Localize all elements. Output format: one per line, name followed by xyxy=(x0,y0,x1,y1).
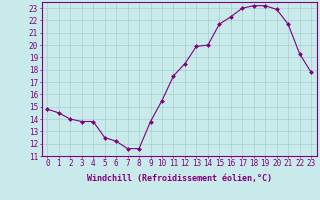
X-axis label: Windchill (Refroidissement éolien,°C): Windchill (Refroidissement éolien,°C) xyxy=(87,174,272,183)
